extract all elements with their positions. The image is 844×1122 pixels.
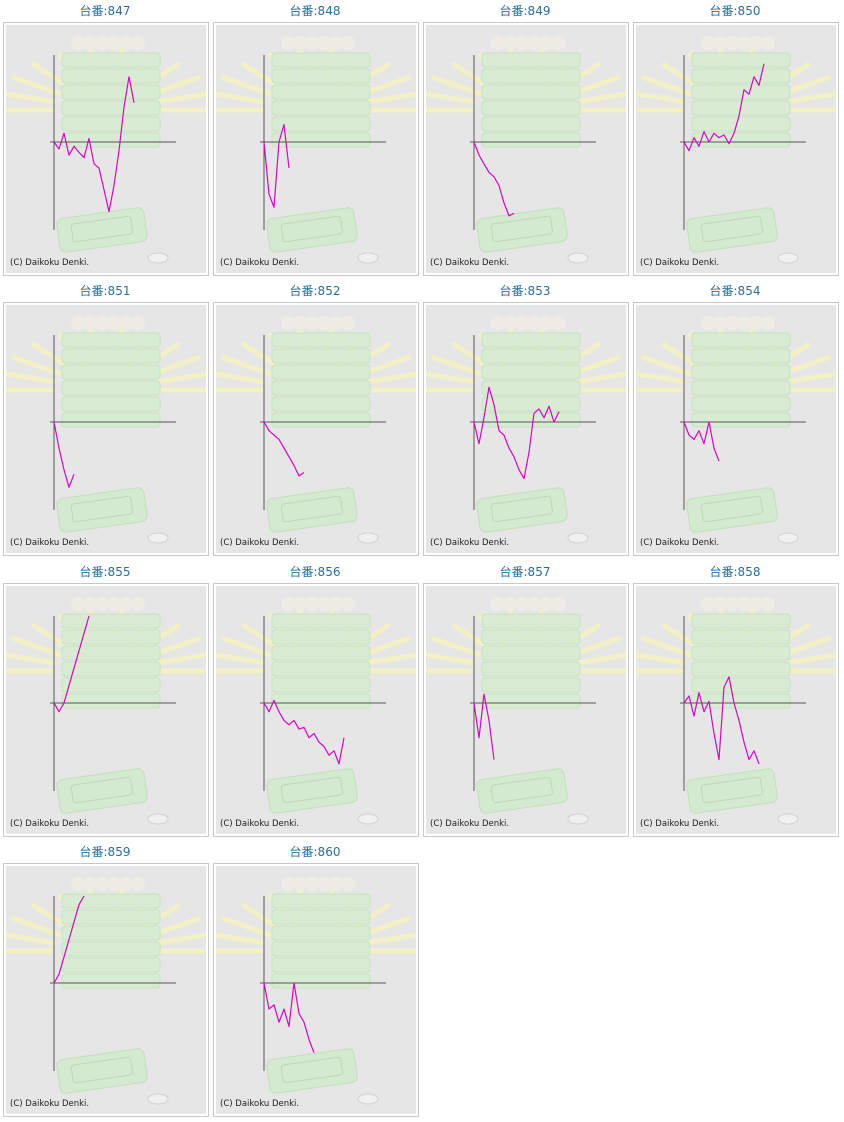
slump-line <box>53 76 135 213</box>
copyright-text: (C) Daikoku Denki. <box>640 819 719 829</box>
machine-chart: 台番:854 (C) Daikoku Denki. <box>630 280 840 557</box>
machine-chart: 台番:857 (C) Daikoku Denki. <box>420 561 630 838</box>
chart-frame: (C) Daikoku Denki. <box>633 302 839 556</box>
background-art <box>636 586 836 834</box>
slump-graph: (C) Daikoku Denki. <box>636 586 836 834</box>
copyright-text: (C) Daikoku Denki. <box>640 258 719 268</box>
background-art <box>636 305 836 553</box>
slump-line <box>473 141 515 217</box>
chart-frame: (C) Daikoku Denki. <box>3 583 209 837</box>
machine-chart: 台番:851 (C) Daikoku Denki. <box>0 280 210 557</box>
slump-line <box>473 386 560 480</box>
slump-graph: (C) Daikoku Denki. <box>6 25 206 273</box>
background-art <box>6 586 206 834</box>
copyright-text: (C) Daikoku Denki. <box>10 1099 89 1109</box>
background-art <box>216 25 416 273</box>
machine-chart: 台番:849 (C) Daikoku Denki. <box>420 0 630 277</box>
chart-frame: (C) Daikoku Denki. <box>3 22 209 276</box>
slump-line <box>53 895 85 984</box>
chart-frame: (C) Daikoku Denki. <box>633 583 839 837</box>
machine-chart: 台番:859 (C) Daikoku Denki. <box>0 841 210 1118</box>
background-art <box>426 586 626 834</box>
machine-chart: 台番:860 (C) Daikoku Denki. <box>210 841 420 1118</box>
background-art <box>6 25 206 273</box>
copyright-text: (C) Daikoku Denki. <box>430 538 509 548</box>
slump-graph: (C) Daikoku Denki. <box>6 866 206 1114</box>
slump-line <box>263 421 305 477</box>
slump-graph: (C) Daikoku Denki. <box>636 25 836 273</box>
slump-graph: (C) Daikoku Denki. <box>216 25 416 273</box>
machine-number-title: 台番:848 <box>289 4 341 18</box>
machine-chart: 台番:852 (C) Daikoku Denki. <box>210 280 420 557</box>
background-art <box>216 866 416 1114</box>
chart-frame: (C) Daikoku Denki. <box>213 22 419 276</box>
machine-number-title: 台番:847 <box>79 4 131 18</box>
copyright-text: (C) Daikoku Denki. <box>10 258 89 268</box>
slump-line <box>53 421 75 488</box>
slump-graph: (C) Daikoku Denki. <box>6 586 206 834</box>
machine-chart: 台番:848 (C) Daikoku Denki. <box>210 0 420 277</box>
machine-chart: 台番:853 (C) Daikoku Denki. <box>420 280 630 557</box>
slump-graph: (C) Daikoku Denki. <box>426 586 626 834</box>
background-art <box>6 305 206 553</box>
slump-line <box>53 615 90 713</box>
machine-number-title: 台番:857 <box>499 565 551 579</box>
machine-chart: 台番:847 (C) Daikoku Denki. <box>0 0 210 277</box>
slump-graph: (C) Daikoku Denki. <box>426 305 626 553</box>
slump-line <box>683 63 765 152</box>
copyright-text: (C) Daikoku Denki. <box>220 538 299 548</box>
copyright-text: (C) Daikoku Denki. <box>220 819 299 829</box>
slump-graph: (C) Daikoku Denki. <box>636 305 836 553</box>
machine-number-title: 台番:858 <box>709 565 761 579</box>
slump-line <box>263 982 315 1053</box>
slump-line <box>683 676 760 765</box>
machine-number-title: 台番:849 <box>499 4 551 18</box>
machine-chart: 台番:850 (C) Daikoku Denki. <box>630 0 840 277</box>
machine-chart: 台番:858 (C) Daikoku Denki. <box>630 561 840 838</box>
chart-frame: (C) Daikoku Denki. <box>423 22 629 276</box>
background-art <box>636 25 836 273</box>
copyright-text: (C) Daikoku Denki. <box>430 819 509 829</box>
copyright-text: (C) Daikoku Denki. <box>10 538 89 548</box>
background-art <box>6 866 206 1114</box>
machine-chart: 台番:855 (C) Daikoku Denki. <box>0 561 210 838</box>
copyright-text: (C) Daikoku Denki. <box>220 258 299 268</box>
chart-frame: (C) Daikoku Denki. <box>3 302 209 556</box>
machine-number-title: 台番:851 <box>79 284 131 298</box>
slump-line <box>263 123 290 208</box>
slump-graph: (C) Daikoku Denki. <box>216 305 416 553</box>
background-art <box>216 305 416 553</box>
slump-graph: (C) Daikoku Denki. <box>216 866 416 1114</box>
machine-chart: 台番:856 (C) Daikoku Denki. <box>210 561 420 838</box>
chart-frame: (C) Daikoku Denki. <box>3 863 209 1117</box>
machine-number-title: 台番:859 <box>79 845 131 859</box>
chart-frame: (C) Daikoku Denki. <box>633 22 839 276</box>
chart-frame: (C) Daikoku Denki. <box>213 583 419 837</box>
machine-number-title: 台番:855 <box>79 565 131 579</box>
machine-number-title: 台番:853 <box>499 284 551 298</box>
machine-number-title: 台番:860 <box>289 845 341 859</box>
background-art <box>426 305 626 553</box>
machine-number-title: 台番:856 <box>289 565 341 579</box>
machine-number-title: 台番:854 <box>709 284 761 298</box>
slump-line <box>683 421 720 462</box>
machine-number-title: 台番:850 <box>709 4 761 18</box>
chart-frame: (C) Daikoku Denki. <box>423 583 629 837</box>
copyright-text: (C) Daikoku Denki. <box>430 258 509 268</box>
chart-frame: (C) Daikoku Denki. <box>213 863 419 1117</box>
background-art <box>216 586 416 834</box>
background-art <box>426 25 626 273</box>
slump-graph: (C) Daikoku Denki. <box>216 586 416 834</box>
chart-frame: (C) Daikoku Denki. <box>213 302 419 556</box>
copyright-text: (C) Daikoku Denki. <box>640 538 719 548</box>
slump-graph: (C) Daikoku Denki. <box>6 305 206 553</box>
machine-number-title: 台番:852 <box>289 284 341 298</box>
copyright-text: (C) Daikoku Denki. <box>10 819 89 829</box>
chart-frame: (C) Daikoku Denki. <box>423 302 629 556</box>
slump-line <box>263 699 345 765</box>
slump-line <box>473 693 495 760</box>
copyright-text: (C) Daikoku Denki. <box>220 1099 299 1109</box>
slump-graph: (C) Daikoku Denki. <box>426 25 626 273</box>
